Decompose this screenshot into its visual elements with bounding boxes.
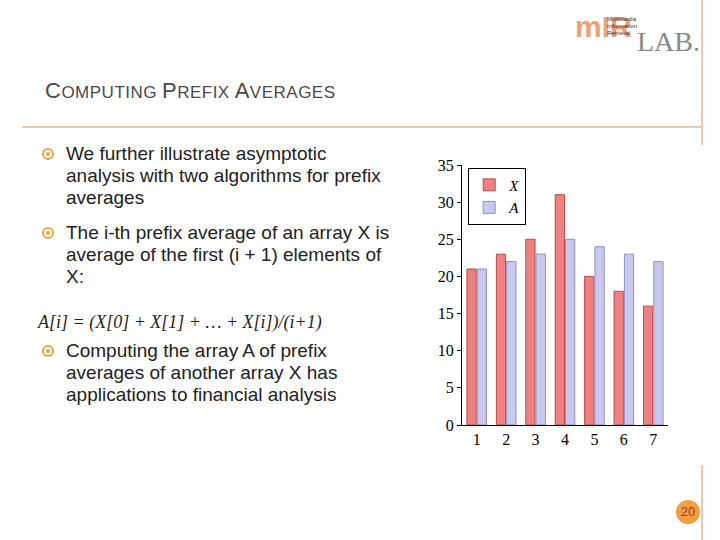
svg-text:A: A (508, 200, 519, 216)
html-text:A[i] = (X[0] + X[1] + … + X[i]: A[i] = (X[0] + X[1] + … + X[i])/(i+1) (38, 312, 322, 332)
svg-text:X: X (508, 178, 519, 194)
svg-text:2: 2 (502, 431, 510, 448)
svg-text:6: 6 (620, 431, 628, 448)
svg-text:0: 0 (446, 417, 454, 434)
svg-text:20: 20 (438, 268, 454, 285)
html-text:Multimedia: Multimedia (607, 16, 636, 22)
html-text:COMPUTING PREFIX AVERAGES: COMPUTING PREFIX AVERAGES (45, 78, 336, 103)
html-text:We further illustrate asymptot: We further illustrate asymptotic analysi… (66, 143, 381, 208)
svg-text:3: 3 (532, 431, 540, 448)
html-text:20: 20 (680, 504, 696, 519)
svg-text:25: 25 (438, 231, 454, 248)
html-text:Information: Information (607, 23, 637, 29)
svg-text:30: 30 (438, 194, 454, 211)
svg-text:15: 15 (438, 305, 454, 322)
svg-text:4: 4 (561, 431, 569, 448)
html-text:Computing the array A of prefi: Computing the array A of prefix averages… (66, 340, 338, 405)
svg-text:1: 1 (473, 431, 481, 448)
svg-text:5: 5 (446, 379, 454, 396)
html-text:mIR: mIR (575, 10, 632, 43)
html-text:LAB.: LAB. (637, 26, 700, 57)
svg-text:35: 35 (438, 157, 454, 174)
html-text:The i-th prefix average of an: The i-th prefix average of an array X is… (66, 222, 390, 287)
svg-text:5: 5 (590, 431, 598, 448)
html-text:Retrieval: Retrieval (607, 30, 631, 36)
svg-text:7: 7 (649, 431, 657, 448)
svg-text:10: 10 (438, 342, 454, 359)
